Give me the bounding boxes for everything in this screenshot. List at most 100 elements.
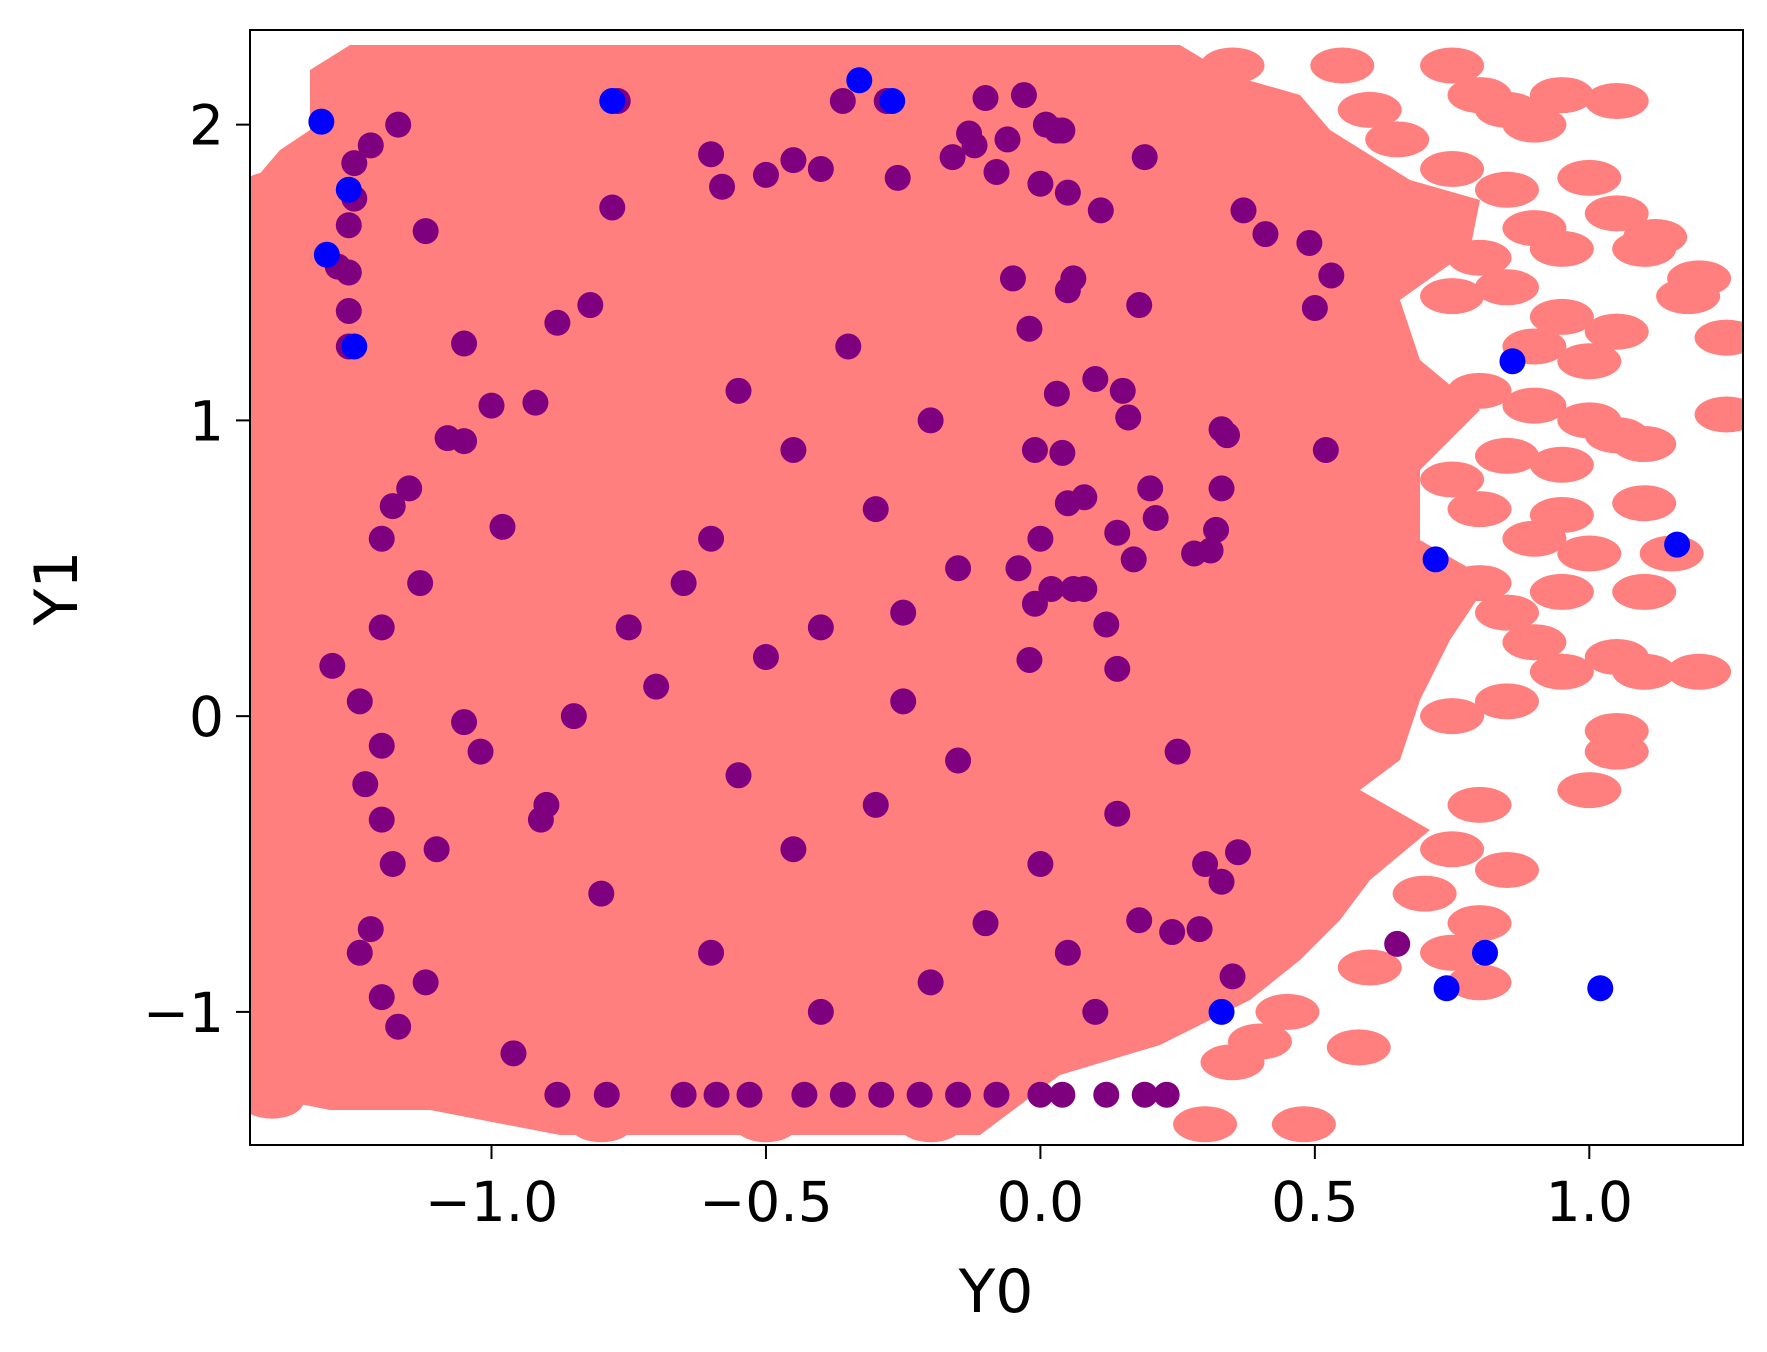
- data-point: [451, 330, 478, 357]
- data-point: [412, 969, 439, 996]
- data-point: [346, 939, 373, 966]
- data-point: [1093, 611, 1120, 638]
- data-point: [357, 132, 384, 159]
- data-point: [1420, 278, 1485, 315]
- data-point: [807, 614, 834, 641]
- data-point: [368, 525, 395, 552]
- data-point: [423, 836, 450, 863]
- data-point: [1126, 907, 1153, 934]
- data-point: [829, 87, 856, 114]
- data-point: [1502, 106, 1567, 143]
- data-point: [1230, 197, 1257, 224]
- data-point: [906, 1081, 933, 1108]
- data-point: [379, 851, 406, 878]
- data-point: [972, 85, 999, 112]
- data-point: [250, 1082, 304, 1119]
- data-point: [1612, 426, 1677, 463]
- data-point: [956, 120, 983, 147]
- data-point: [1502, 624, 1567, 661]
- data-point: [250, 905, 304, 942]
- data-point: [1082, 365, 1109, 392]
- series-0: [250, 47, 1743, 1143]
- data-point: [451, 709, 478, 736]
- data-point: [1557, 159, 1622, 196]
- data-point: [489, 513, 516, 540]
- data-point: [1420, 698, 1485, 735]
- data-point: [1612, 485, 1677, 522]
- data-point: [1472, 939, 1499, 966]
- data-point: [451, 428, 478, 455]
- data-point: [1474, 269, 1539, 306]
- data-point: [588, 880, 615, 907]
- data-point: [994, 126, 1021, 153]
- data-point: [1499, 348, 1526, 375]
- data-point: [1208, 475, 1235, 502]
- data-point: [368, 806, 395, 833]
- series-1: [319, 82, 1411, 1108]
- data-point: [1021, 436, 1048, 463]
- data-point: [1271, 1106, 1336, 1143]
- data-point: [1433, 975, 1460, 1002]
- data-point: [1623, 219, 1688, 256]
- data-point: [1200, 1044, 1265, 1081]
- data-point: [1054, 179, 1081, 206]
- y-tick-label: 2: [189, 94, 224, 158]
- data-point: [1181, 540, 1208, 567]
- data-point: [791, 1081, 818, 1108]
- data-point: [1584, 82, 1649, 119]
- data-point: [931, 47, 996, 84]
- data-point: [1474, 171, 1539, 208]
- data-point: [1005, 555, 1032, 582]
- data-point: [1384, 930, 1411, 957]
- data-point: [1104, 519, 1131, 546]
- data-point: [780, 147, 807, 174]
- data-point: [698, 141, 725, 168]
- data-point: [643, 673, 670, 700]
- data-point: [1071, 575, 1098, 602]
- data-point: [670, 1081, 697, 1108]
- data-point: [1104, 655, 1131, 682]
- data-point: [1694, 319, 1743, 356]
- data-point: [1420, 461, 1485, 498]
- data-point: [533, 791, 560, 818]
- data-point: [569, 1106, 634, 1143]
- data-point: [1109, 377, 1136, 404]
- data-point: [1049, 117, 1076, 144]
- data-point: [1153, 1081, 1180, 1108]
- data-point: [1529, 446, 1594, 483]
- data-point: [983, 158, 1010, 185]
- data-point: [846, 67, 873, 94]
- data-point: [1447, 905, 1512, 942]
- data-point: [593, 1081, 620, 1108]
- data-point: [1318, 262, 1345, 289]
- data-point: [725, 762, 752, 789]
- data-point: [1208, 998, 1235, 1025]
- data-point: [319, 652, 346, 679]
- data-point: [1296, 229, 1323, 256]
- data-point: [917, 969, 944, 996]
- data-point: [780, 436, 807, 463]
- data-point: [335, 297, 362, 324]
- data-point: [1255, 993, 1320, 1030]
- data-point: [1010, 82, 1037, 109]
- data-point: [1584, 313, 1649, 350]
- x-tick-label: 1.0: [1546, 1170, 1633, 1234]
- data-point: [1529, 653, 1594, 690]
- y-tick-label: 0: [189, 685, 224, 749]
- y-tick-label: 1: [189, 389, 224, 453]
- data-point: [1214, 422, 1241, 449]
- data-point: [1082, 998, 1109, 1025]
- data-point: [1126, 292, 1153, 319]
- data-point: [1104, 800, 1131, 827]
- data-point: [1502, 520, 1567, 557]
- data-point: [368, 984, 395, 1011]
- data-point: [890, 688, 917, 715]
- data-point: [807, 156, 834, 183]
- data-point: [1474, 683, 1539, 720]
- data-point: [939, 144, 966, 171]
- data-point: [335, 212, 362, 239]
- data-point: [599, 194, 626, 221]
- data-point: [733, 47, 798, 84]
- x-tick-label: 0.0: [997, 1170, 1084, 1234]
